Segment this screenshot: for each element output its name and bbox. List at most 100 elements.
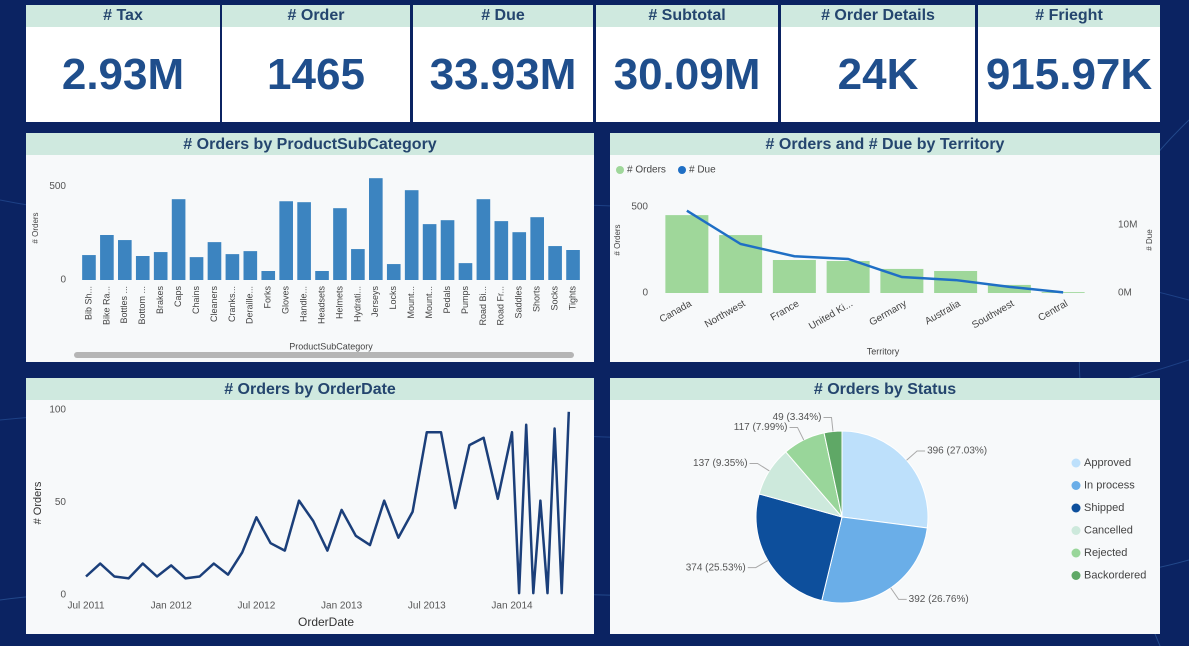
y2-tick-label: 0M [1118,288,1132,299]
scrollbar [74,352,574,358]
x-tick-label: Jul 2013 [408,601,446,612]
data-label: 392 (26.76%) [909,594,969,605]
legend-marker [1071,503,1081,513]
kpi-title: # Order [222,5,410,27]
pie-slice [841,430,929,529]
legend-label: Backordered [1084,569,1146,581]
y-tick-label: 500 [631,202,648,213]
x-tick-label: Socks [549,286,559,311]
pie-slice [755,493,843,602]
kpi-card: # Order 1465 [222,5,410,122]
x-tick-label: Brakes [155,286,165,315]
chart: # Orders by OrderDate 0 50 100 Jul 2011 Jan 2… [26,378,594,629]
x-tick-label: France [769,298,802,323]
bar [1041,292,1085,293]
y-tick-label: 0 [60,275,66,286]
y2-tick-label: 10M [1118,220,1137,231]
x-tick-label: Bib Sh... [83,286,93,320]
bar [512,232,527,280]
data-label: 374 (25.53%) [686,562,746,573]
kpi-card: # Tax 2.93M [26,5,220,122]
x-tick-label: Forks [263,286,273,309]
leader-line [823,417,834,432]
title-band [610,378,1160,400]
x-tick-label: Australia [923,298,963,327]
y-axis-label: # Orders [32,481,44,524]
data-label: 396 (27.03%) [927,446,987,457]
bar [665,215,709,293]
x-tick-label: Helmets [334,286,344,320]
bar [987,284,1031,293]
bar [422,224,437,280]
leader-line [749,462,770,472]
chart: # Orders by ProductSubCategory 0 500 Bib Sh… [26,133,594,358]
kpi-title: # Tax [26,5,220,27]
x-tick-label: Bottom ... [137,286,147,325]
legend-marker [1071,526,1081,535]
legend-marker [1071,458,1081,468]
y2-axis-label: # Due [1145,229,1154,251]
chart-title: # Orders and # Due by Territory [766,136,1005,153]
x-tick-label: Central [1037,298,1070,324]
chart-panel: # Orders and # Due by Territory # Orders #… [610,133,1160,362]
x-axis-label: Territory [867,346,900,356]
title-band [610,133,1160,155]
x-tick-label: Hydrati... [352,286,362,322]
bar [225,254,240,280]
legend-marker [616,166,624,174]
bar [772,259,816,293]
bar [243,251,258,280]
x-tick-label: Jan 2014 [491,601,533,612]
x-tick-label: Northwest [703,298,748,330]
x-tick-label: Deraille... [245,286,255,324]
bar [207,242,222,280]
kpi-value: 2.93M [61,50,185,99]
kpi-value: 1465 [267,50,365,99]
legend-label: # Orders [627,165,666,176]
legend-label: Shipped [1084,502,1124,514]
bar [153,252,168,280]
legend-label: Rejected [1084,547,1127,559]
bar [118,240,132,280]
bar [297,202,311,280]
bar [189,257,204,280]
legend-label: Cancelled [1084,524,1133,536]
legend-label: # Due [689,165,716,176]
kpi-title: # Due [413,5,593,27]
x-tick-label: Bottles ... [119,286,129,324]
x-tick-label: Tights [567,286,577,311]
x-tick-label: Jerseys [370,286,380,318]
kpi-card: # Order Details 24K [781,5,975,122]
x-tick-label: Cleaners [209,286,219,323]
legend-marker [1071,481,1081,490]
chart-panel: # Orders by ProductSubCategory 0 500 Bib Sh… [26,133,594,362]
x-tick-label: Pumps [460,286,470,315]
x-tick-label: Chains [191,286,201,315]
y-axis-label: # Orders [613,224,622,255]
y-tick-label: 0 [642,288,648,299]
kpi-value: 915.97K [985,50,1153,99]
x-axis-label: ProductSubCategory [289,341,373,351]
bar [351,249,365,280]
leader-line [890,587,907,600]
title-band [26,378,594,400]
x-tick-label: Shorts [532,286,542,313]
bar [934,270,978,293]
leader-line [906,450,926,461]
bar [548,246,562,280]
data-label: 117 (7.99%) [734,422,788,433]
x-tick-label: Pedals [442,286,452,314]
chart-panel: # Orders by Status 396 (27.03%) 392 (26.76… [610,378,1160,634]
kpi-card: # Due 33.93M [413,5,593,122]
kpi-value: 33.93M [429,50,577,99]
chart: # Orders and # Due by Territory # Orders #… [610,133,1160,356]
bar [494,221,509,280]
bar [458,263,473,280]
x-tick-label: Jul 2011 [67,601,105,612]
bar [333,208,347,280]
kpi-title: # Subtotal [596,5,778,27]
y-tick-label: 50 [55,497,67,508]
leader-line [747,560,769,569]
bar [404,190,419,280]
